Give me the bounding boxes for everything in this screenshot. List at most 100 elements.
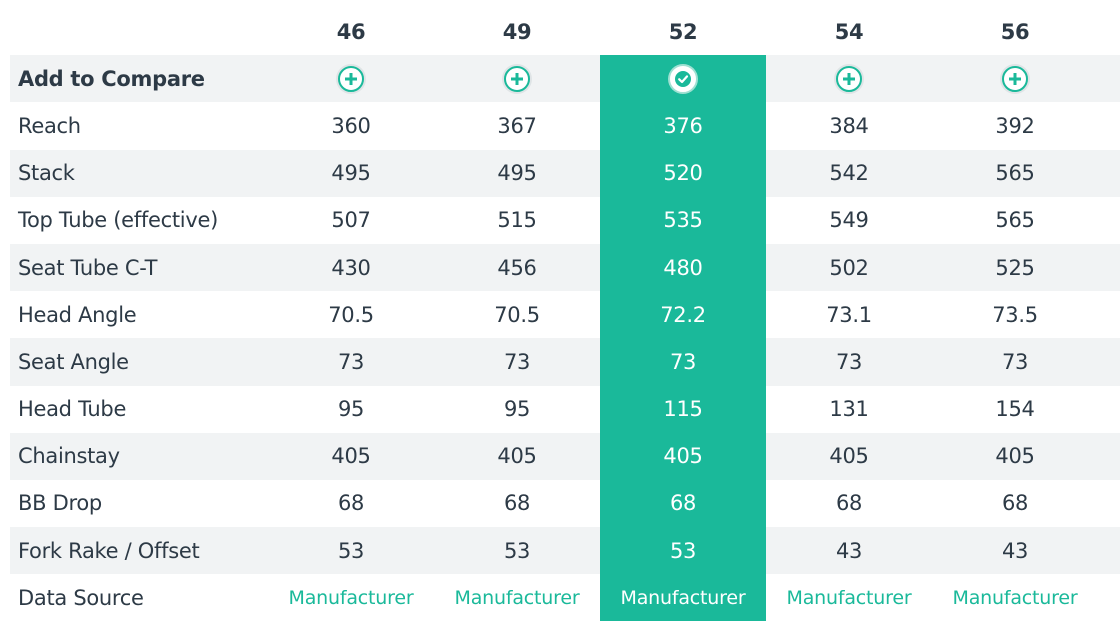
source-cell: Manufacturer: [268, 574, 434, 621]
value-cell: 68: [835, 491, 863, 516]
plus-circle-icon[interactable]: [836, 65, 862, 92]
value-cell: 565: [995, 208, 1035, 233]
value-cell: 384: [829, 113, 869, 138]
value-cell: 73.1: [826, 302, 872, 327]
value-cell: 68: [600, 479, 766, 528]
value-cell: 456: [497, 255, 537, 280]
value-cell: 525: [995, 255, 1035, 280]
value-cell: 502: [829, 255, 869, 280]
compare-row: Add to Compare: [10, 55, 1120, 103]
size-header-49: 49: [502, 19, 532, 44]
value-cell: 392: [995, 113, 1035, 138]
value-cell: 68: [337, 491, 365, 516]
value-cell: 95: [503, 397, 531, 422]
value-cell: 72.2: [600, 291, 766, 339]
table-row: Reach 360 367 376 384 392: [10, 102, 1120, 150]
table-row: Head Tube 95 95 115 131 154: [10, 385, 1120, 433]
compare-cell-56: [932, 55, 1098, 102]
size-header-56: 56: [1000, 19, 1030, 44]
plus-circle-icon[interactable]: [1002, 65, 1028, 92]
size-header-row: 46 49 52 54 56: [10, 8, 1120, 55]
value-cell: 53: [600, 527, 766, 575]
size-header-52: 52: [668, 19, 698, 44]
table-row: Head Angle 70.5 70.5 72.2 73.1 73.5: [10, 291, 1120, 339]
row-label: Reach: [18, 113, 81, 138]
value-cell: 73: [1001, 349, 1029, 374]
value-cell: 495: [331, 161, 371, 186]
value-cell: 73.5: [992, 302, 1038, 327]
value-cell: 495: [497, 161, 537, 186]
value-cell: 154: [995, 397, 1035, 422]
compare-label: Add to Compare: [18, 66, 205, 91]
value-cell: 43: [835, 538, 863, 563]
value-cell: 43: [1001, 538, 1029, 563]
table-row: BB Drop 68 68 68 68 68: [10, 479, 1120, 528]
source-cell: Manufacturer: [932, 574, 1098, 621]
value-cell: 405: [331, 444, 371, 469]
value-cell: 405: [600, 432, 766, 480]
value-cell: 53: [503, 538, 531, 563]
source-cell: Manufacturer: [600, 574, 766, 622]
table-row: Stack 495 495 520 542 565: [10, 149, 1120, 197]
row-label: Head Angle: [18, 302, 137, 327]
value-cell: 535: [600, 196, 766, 244]
value-cell: 95: [337, 397, 365, 422]
value-cell: 70.5: [328, 302, 374, 327]
row-label: BB Drop: [18, 491, 102, 516]
value-cell: 405: [995, 444, 1035, 469]
value-cell: 73: [503, 349, 531, 374]
check-circle-icon[interactable]: [670, 65, 696, 92]
value-cell: 70.5: [494, 302, 540, 327]
data-source-label: Data Source: [18, 585, 144, 610]
source-link[interactable]: Manufacturer: [620, 586, 746, 609]
compare-cell-49: [434, 55, 600, 102]
data-source-row: Data Source Manufacturer Manufacturer Ma…: [10, 574, 1120, 622]
value-cell: 367: [497, 113, 537, 138]
row-label: Seat Tube C-T: [18, 255, 158, 280]
table-row: Seat Tube C-T 430 456 480 502 525: [10, 243, 1120, 292]
compare-cell-46: [268, 55, 434, 102]
value-cell: 480: [600, 243, 766, 292]
value-cell: 131: [829, 397, 869, 422]
value-cell: 376: [600, 102, 766, 150]
value-cell: 542: [829, 161, 869, 186]
source-link[interactable]: Manufacturer: [454, 586, 580, 609]
value-cell: 115: [600, 385, 766, 433]
value-cell: 68: [1001, 491, 1029, 516]
value-cell: 405: [497, 444, 537, 469]
row-label: Top Tube (effective): [18, 208, 218, 233]
row-label: Stack: [18, 161, 75, 186]
value-cell: 520: [600, 149, 766, 197]
compare-cell-52: [600, 55, 766, 103]
value-cell: 515: [497, 208, 537, 233]
value-cell: 73: [337, 349, 365, 374]
size-header-46: 46: [336, 19, 366, 44]
source-link[interactable]: Manufacturer: [288, 586, 414, 609]
value-cell: 360: [331, 113, 371, 138]
value-cell: 565: [995, 161, 1035, 186]
value-cell: 405: [829, 444, 869, 469]
source-cell: Manufacturer: [434, 574, 600, 621]
value-cell: 73: [600, 338, 766, 386]
row-label: Chainstay: [18, 444, 120, 469]
value-cell: 430: [331, 255, 371, 280]
value-cell: 507: [331, 208, 371, 233]
table-row: Seat Angle 73 73 73 73 73: [10, 338, 1120, 386]
source-cell: Manufacturer: [766, 574, 932, 621]
size-header-54: 54: [834, 19, 864, 44]
value-cell: 53: [337, 538, 365, 563]
source-link[interactable]: Manufacturer: [952, 586, 1078, 609]
plus-circle-icon[interactable]: [338, 65, 364, 92]
row-label: Fork Rake / Offset: [18, 538, 200, 563]
table-row: Fork Rake / Offset 53 53 53 43 43: [10, 527, 1120, 575]
table-row: Top Tube (effective) 507 515 535 549 565: [10, 196, 1120, 244]
geometry-table: 46 49 52 54 56 Add to Compare: [10, 8, 1120, 622]
row-label: Seat Angle: [18, 349, 129, 374]
source-link[interactable]: Manufacturer: [786, 586, 912, 609]
value-cell: 68: [503, 491, 531, 516]
value-cell: 73: [835, 349, 863, 374]
compare-cell-54: [766, 55, 932, 102]
plus-circle-icon[interactable]: [504, 65, 530, 92]
row-label: Head Tube: [18, 397, 127, 422]
table-row: Chainstay 405 405 405 405 405: [10, 432, 1120, 480]
